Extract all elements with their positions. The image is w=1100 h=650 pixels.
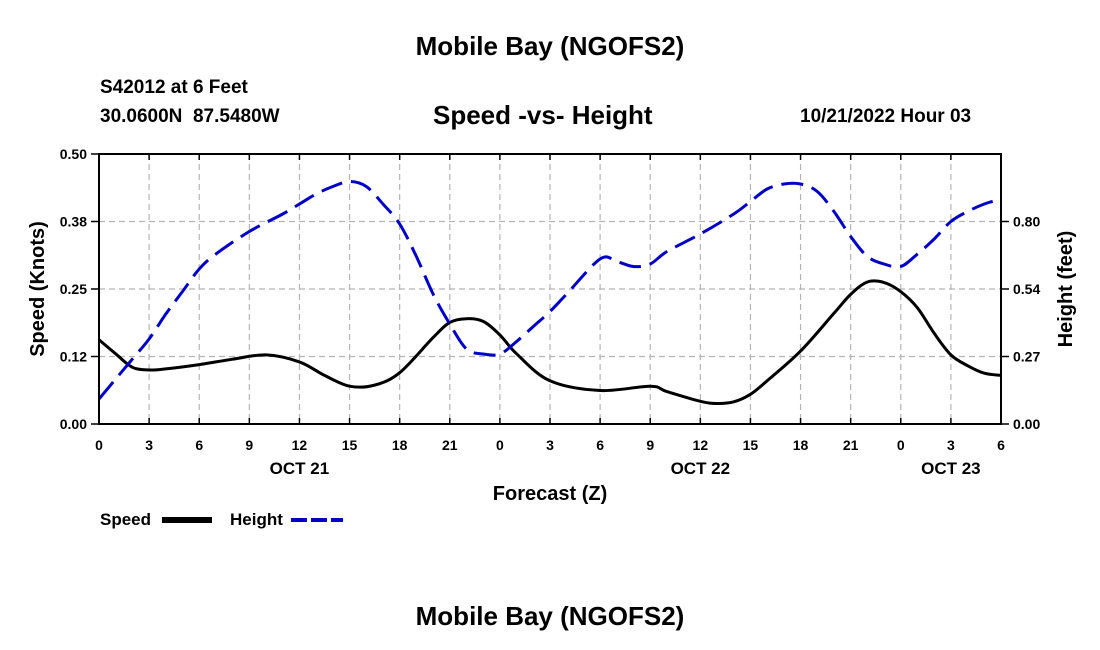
x-tick-label: 15 [342, 437, 358, 453]
chart-title: Mobile Bay (NGOFS2) [415, 31, 685, 61]
chart-subtitle: Speed -vs- Height [433, 100, 653, 130]
y-right-tick-label: 0.80 [1013, 214, 1040, 230]
y-axis-label-right: Height (feet) [1055, 231, 1077, 348]
x-tick-label: 3 [546, 437, 554, 453]
legend-speed-label: Speed [100, 510, 151, 529]
x-tick-label: 18 [793, 437, 809, 453]
x-date-label: OCT 22 [671, 459, 731, 478]
x-tick-label: 12 [292, 437, 308, 453]
y-axis-label-left: Speed (Knots) [27, 221, 49, 357]
x-tick-label: 18 [392, 437, 408, 453]
x-tick-label: 6 [997, 437, 1005, 453]
x-axis-label: Forecast (Z) [493, 483, 607, 505]
x-tick-label: 12 [693, 437, 709, 453]
x-tick-label: 0 [95, 437, 103, 453]
y-left-tick-label: 0.25 [60, 281, 87, 297]
y-left-tick-label: 0.12 [60, 349, 87, 365]
y-right-tick-label: 0.54 [1013, 281, 1040, 297]
axes: 0 3 6 9 12 15 18 21 0 3 6 9 12 15 18 21 0 3 6 OCT 21 OCT 22 O… [60, 146, 1041, 478]
x-tick-label: 3 [145, 437, 153, 453]
y-right-tick-label: 0.27 [1013, 349, 1040, 365]
x-tick-label: 6 [596, 437, 604, 453]
footer-title: Mobile Bay (NGOFS2) [415, 601, 685, 631]
x-tick-label: 0 [897, 437, 905, 453]
series-layer [97, 180, 1002, 405]
x-tick-label: 3 [947, 437, 955, 453]
legend-height-label: Height [230, 510, 283, 529]
y-left-tick-label: 0.50 [60, 146, 87, 162]
station-label: S42012 at 6 Feet [100, 77, 248, 98]
x-date-label: OCT 23 [921, 459, 981, 478]
grid [99, 154, 1001, 424]
x-tick-label: 0 [496, 437, 504, 453]
x-tick-label: 21 [442, 437, 458, 453]
series-line-height [97, 180, 1002, 400]
legend: Speed Height [100, 510, 343, 529]
x-date-label: OCT 21 [270, 459, 330, 478]
x-tick-label: 15 [743, 437, 759, 453]
series-line-speed [98, 279, 1002, 405]
x-tick-label: 9 [646, 437, 654, 453]
x-tick-label: 6 [195, 437, 203, 453]
y-left-tick-label: 0.00 [60, 416, 87, 432]
x-tick-label: 9 [245, 437, 253, 453]
y-right-tick-label: 0.00 [1013, 416, 1040, 432]
x-tick-label: 21 [843, 437, 859, 453]
forecast-datetime: 10/21/2022 Hour 03 [800, 106, 972, 127]
y-left-tick-label: 0.38 [60, 214, 87, 230]
station-coordinates: 30.0600N 87.5480W [100, 106, 280, 127]
